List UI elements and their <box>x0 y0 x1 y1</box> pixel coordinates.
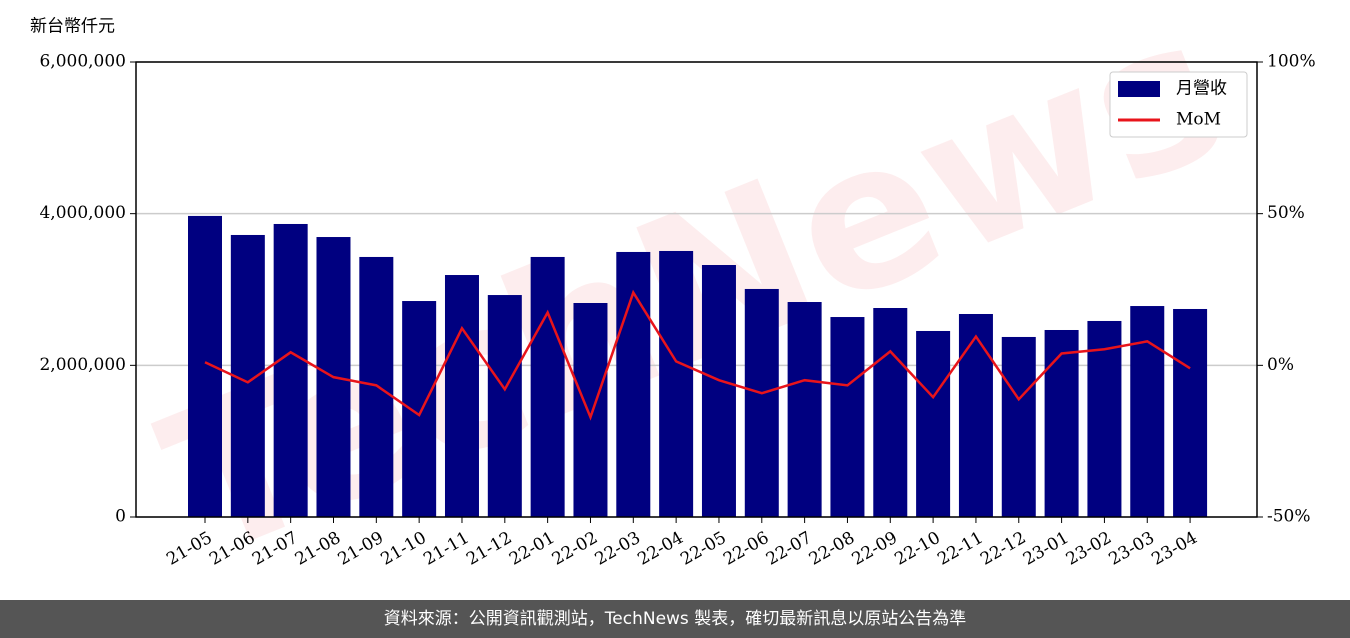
x-tick-label: 22-09 <box>849 528 901 570</box>
bar <box>958 313 993 517</box>
bar <box>573 302 608 517</box>
bar <box>1173 308 1208 517</box>
x-tick-label: 22-01 <box>506 528 558 570</box>
plot-frame <box>135 61 1258 518</box>
bar <box>1130 306 1165 517</box>
bar <box>659 250 694 517</box>
x-tick-label: 22-10 <box>891 528 943 570</box>
x-tick-label: 23-02 <box>1063 528 1115 570</box>
footer: 資料來源：公開資訊觀測站，TechNews 製表，確切最新訊息以原站公告為準 <box>384 609 966 629</box>
x-tick-label: 23-01 <box>1020 528 1072 570</box>
x-tick-label: 23-03 <box>1106 528 1158 570</box>
x-tick-label: 22-11 <box>934 528 986 570</box>
bar <box>701 265 736 517</box>
y2-tick-label: 100% <box>1267 52 1316 72</box>
x-tick-label: 22-02 <box>549 528 601 570</box>
bar <box>487 295 522 517</box>
bar <box>1087 320 1122 517</box>
bar <box>873 308 908 517</box>
x-tick-label: 22-03 <box>592 528 644 570</box>
bar <box>830 317 865 517</box>
y-tick-label: 0 <box>115 507 126 527</box>
bar <box>359 256 394 517</box>
y-tick-label: 6,000,000 <box>39 52 126 72</box>
bar <box>402 301 437 517</box>
x-tick-label: 22-08 <box>806 528 858 570</box>
legend-swatch <box>1118 81 1160 97</box>
x-tick-label: 22-05 <box>677 528 729 570</box>
bar <box>1044 329 1079 517</box>
bar <box>787 302 822 517</box>
footer-band <box>0 600 1350 638</box>
bar <box>916 330 951 517</box>
y-tick-label: 4,000,000 <box>39 203 126 223</box>
mom-line <box>204 289 1191 421</box>
unit-label: 新台幣仟元 <box>30 17 115 37</box>
bar <box>530 256 565 517</box>
bar <box>273 223 308 518</box>
y2-tick-label: 50% <box>1267 203 1305 223</box>
legend-label: MoM <box>1176 110 1221 130</box>
legend-label: 月營收 <box>1176 79 1227 99</box>
x-tick-label: 22-12 <box>977 528 1029 570</box>
y2-tick-label: 0% <box>1267 355 1294 375</box>
bar <box>744 288 779 517</box>
bar <box>188 215 222 518</box>
x-tick-label: 21-12 <box>463 528 515 570</box>
y-tick-label: 2,000,000 <box>39 355 126 375</box>
x-tick-label: 23-04 <box>1148 528 1200 570</box>
x-tick-label: 22-07 <box>763 528 815 570</box>
x-tick-label: 22-04 <box>634 528 686 570</box>
bar <box>1001 336 1036 517</box>
x-tick-label: 22-06 <box>720 528 772 570</box>
x-tick-label: 21-11 <box>420 528 472 570</box>
bar <box>444 275 479 517</box>
y2-tick-label: -50% <box>1267 507 1311 527</box>
